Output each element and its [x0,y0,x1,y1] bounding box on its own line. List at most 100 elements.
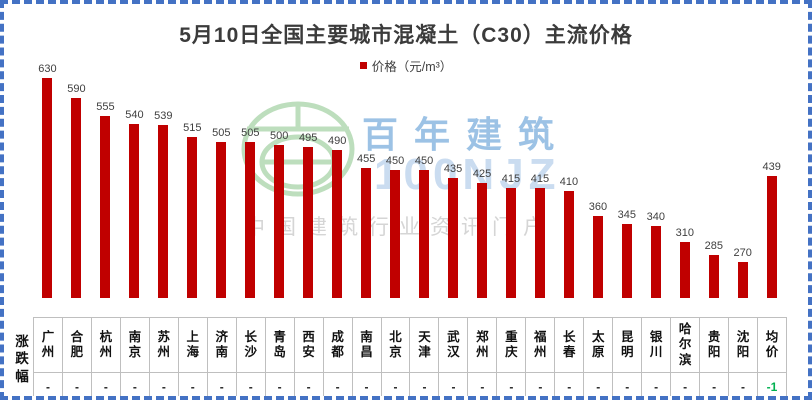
price-bar [361,168,372,298]
change-value: - [567,380,572,394]
bar-column: 360 [583,78,612,298]
bar-value-label: 500 [270,130,289,142]
bar-column: 540 [120,78,149,298]
city-label: 苏州 [157,329,171,359]
bar-column: 515 [178,78,207,298]
city-label: 太原 [591,329,605,359]
bar-column: 505 [207,78,236,298]
city-cell: 青岛 [265,318,295,373]
bar-column: 590 [62,78,91,298]
bar-value-label: 540 [125,109,144,121]
city-label: 长春 [563,329,576,359]
bar-value-label: 539 [154,110,173,122]
price-bar [245,142,256,298]
change-cell: - [468,373,498,396]
price-bar [448,178,459,298]
bar-value-label: 505 [241,127,260,139]
city-cell: 西安 [294,318,324,373]
city-cell: 南京 [120,318,150,373]
bar-column: 495 [294,78,323,298]
change-value: - [161,380,166,394]
price-bar [766,176,777,298]
change-value: - [335,380,340,394]
bar-value-label: 450 [385,155,405,167]
price-bar [563,191,574,298]
change-value: - [625,380,630,394]
change-value: - [451,380,456,394]
price-bar [419,170,430,298]
bar-value-label: 410 [559,176,579,188]
city-cell: 北京 [381,318,411,373]
change-cell: - [208,373,237,396]
city-label: 贵阳 [707,329,721,359]
change-cell: - [526,373,556,396]
city-label: 银川 [649,329,663,359]
bar-value-label: 455 [356,153,376,165]
city-label: 上海 [186,329,200,359]
change-value: - [538,380,543,394]
change-value: - [45,380,50,394]
bar-value-label: 345 [617,209,637,221]
city-label: 西安 [302,329,315,359]
legend: 价格（元/m³） [4,56,808,75]
change-value: - [306,380,311,394]
change-value: - [422,380,427,394]
bar-value-label: 495 [299,132,318,144]
bar-column: 310 [670,78,699,298]
price-bar [390,170,401,298]
change-cell: - [150,373,179,396]
city-cell: 长沙 [236,318,266,373]
chart-title: 5月10日全国主要城市混凝土（C30）主流价格 [179,24,633,47]
table-row-header: 涨跌幅 [10,317,34,396]
change-value: - [683,380,688,394]
bar-value-label: 340 [646,211,665,223]
change-value: - [712,380,717,394]
bar-value-label: 630 [38,63,57,75]
city-cell: 合肥 [62,318,92,373]
city-cell: 均价 [758,318,787,373]
bar-value-label: 285 [704,240,723,252]
city-label: 昆明 [620,329,634,359]
watermark-logo-icon [241,101,355,197]
city-cell: 天津 [410,318,440,373]
price-bar [158,125,169,298]
price-bar [477,183,488,298]
city-cell: 广州 [34,318,63,373]
bar-column: 439 [757,78,786,298]
change-cell: - [584,373,614,396]
city-label: 广州 [41,329,55,359]
bar-column: 270 [728,78,757,298]
city-label: 成都 [331,329,344,359]
city-cell: 太原 [584,318,614,373]
city-cell: 成都 [323,318,353,373]
change-cell: - [700,373,730,396]
change-cell: - [92,373,121,396]
city-cell: 哈尔滨 [671,318,701,373]
price-bar [216,142,227,298]
change-value: - [741,380,746,394]
price-bar [708,255,719,298]
city-cell: 上海 [178,318,208,373]
change-value: - [364,380,369,394]
city-cell: 苏州 [149,318,179,373]
change-cell: - [324,373,353,396]
price-bar [737,262,748,298]
change-cell: - [497,373,527,396]
bar-value-label: 425 [472,168,492,180]
bar-column: 500 [265,78,294,298]
price-bar [71,98,82,298]
city-cell: 重庆 [497,318,527,373]
city-label: 福州 [534,329,547,359]
price-bar [100,116,111,298]
bar-column: 415 [497,78,526,298]
change-value: - [509,380,514,394]
bar-column: 415 [525,78,554,298]
bar-value-label: 515 [183,122,202,134]
city-label: 天津 [418,329,431,359]
change-cell: - [613,373,643,396]
bar-column: 539 [149,78,178,298]
change-value: - [132,380,137,394]
city-cell: 长春 [555,318,585,373]
legend-label: 价格（元/m³） [371,60,453,74]
